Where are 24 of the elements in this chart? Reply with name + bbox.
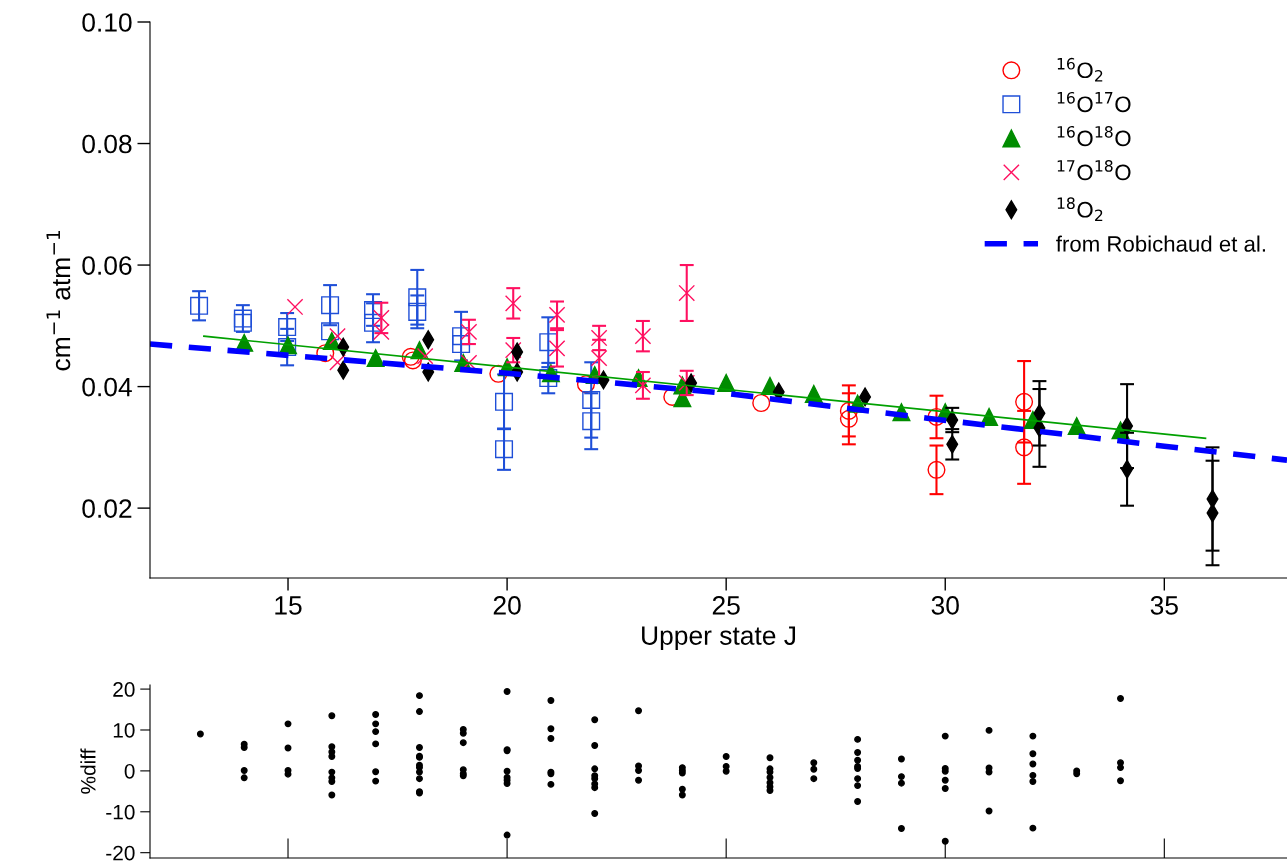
legend-label: $^{16}$O$_{2}$: [1057, 57, 1103, 82]
x-axis-title: Upper state J: [642, 626, 796, 651]
y-tick-label: 0.02: [82, 499, 132, 518]
legend-label: $^{18}$O$_{2}$: [1057, 197, 1103, 222]
x-tick-label: 15: [275, 596, 302, 615]
y-tick-label: 0.04: [82, 377, 132, 397]
x-tick-label: 30: [931, 596, 959, 615]
y-tick-label: 10: [113, 722, 135, 738]
y-tick-label: -10: [106, 804, 135, 820]
y-axis-title: %diff: [80, 748, 96, 794]
x-tick-label: 20: [493, 596, 521, 615]
y-axis-title: cm$^{−1}$ atm$^{−1}$: [46, 231, 71, 371]
legend-label: $^{17}$O$^{18}$O: [1057, 159, 1131, 181]
legend-label: $^{16}$O$^{18}$O: [1057, 125, 1131, 147]
y-tick-label: 0: [124, 763, 135, 779]
y-tick-label: 20: [113, 682, 135, 697]
x-tick-label: 25: [712, 596, 740, 615]
y-tick-label: 0.06: [82, 256, 132, 275]
y-tick-label: 0.10: [82, 13, 132, 32]
legend-label: from Robichaud et al.: [1056, 235, 1265, 252]
y-tick-label: 0.08: [82, 134, 132, 154]
legend-label: $^{16}$O$^{17}$O: [1057, 91, 1131, 113]
x-tick-label: 35: [1150, 596, 1178, 615]
y-tick-label: -20: [106, 845, 135, 861]
